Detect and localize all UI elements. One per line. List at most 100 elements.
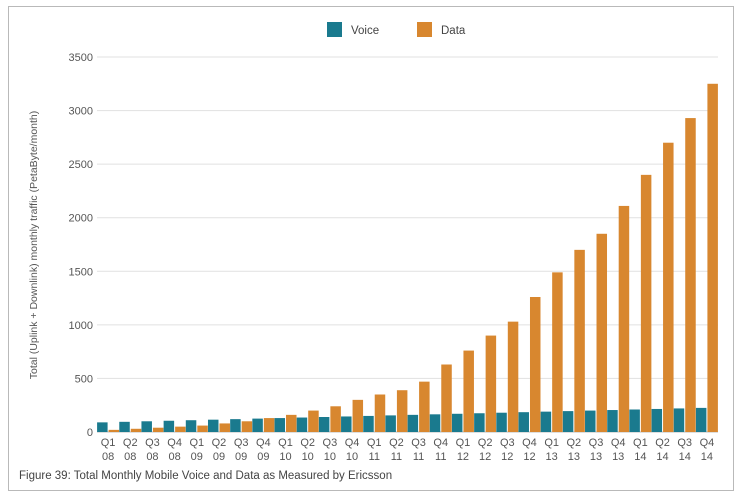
x-tick-year: 11 — [369, 451, 380, 463]
y-tick-label: 2500 — [69, 159, 93, 171]
x-tick-quarter: Q4 — [167, 437, 182, 449]
voice-bar — [562, 411, 574, 432]
data-bar — [263, 418, 275, 432]
voice-bar — [163, 420, 175, 432]
x-tick-quarter: Q2 — [655, 437, 670, 449]
data-bar — [618, 205, 630, 432]
x-tick-year: 08 — [102, 451, 114, 463]
x-tick-quarter: Q2 — [123, 437, 138, 449]
voice-bar — [518, 412, 529, 432]
voice-bar — [651, 408, 663, 432]
x-tick-quarter: Q1 — [278, 437, 293, 449]
voice-bar — [363, 415, 374, 432]
data-bar — [152, 427, 164, 432]
data-bar — [374, 394, 386, 432]
voice-bar — [451, 413, 463, 432]
y-tick-label: 0 — [87, 427, 93, 439]
voice-bar — [496, 412, 507, 432]
x-tick-year: 09 — [235, 451, 247, 463]
data-bar — [685, 118, 696, 433]
data-bar — [197, 425, 208, 432]
y-axis-label: Total (Uplink + Downlink) monthly traffi… — [28, 111, 40, 380]
y-tick-labels: 0 500 1000 1500 2000 2500 3000 3500 — [69, 52, 93, 439]
x-tick-quarter: Q1 — [367, 437, 382, 449]
x-tick-year: 10 — [346, 451, 358, 463]
voice-bar — [97, 422, 108, 432]
x-tick-year: 10 — [279, 451, 291, 463]
x-tick-year: 10 — [302, 451, 314, 463]
data-bar — [219, 423, 230, 432]
x-tick-year: 12 — [457, 451, 469, 463]
x-tick-quarter: Q1 — [544, 437, 559, 449]
voice-bar — [673, 408, 685, 432]
x-tick-quarter: Q2 — [478, 437, 493, 449]
data-legend-label: Data — [441, 25, 466, 37]
data-bar — [485, 335, 497, 432]
data-bar — [286, 414, 297, 432]
voice-bar — [185, 420, 197, 432]
x-tick-quarter: Q3 — [677, 437, 692, 449]
x-tick-quarter: Q4 — [522, 437, 537, 449]
x-tick-year: 13 — [546, 451, 558, 463]
voice-bar — [695, 407, 707, 432]
x-tick-quarter: Q1 — [633, 437, 648, 449]
voice-bar — [385, 415, 396, 432]
y-tick-label: 500 — [75, 373, 93, 385]
x-tick-year: 14 — [634, 451, 646, 463]
x-tick-year: 14 — [656, 451, 668, 463]
x-tick-quarter: Q3 — [411, 437, 426, 449]
data-bar — [552, 272, 563, 432]
voice-bar — [252, 418, 263, 432]
bars — [97, 83, 718, 433]
figure-frame — [8, 6, 734, 491]
x-tick-quarter: Q3 — [589, 437, 604, 449]
data-bar — [175, 426, 186, 432]
x-tick-quarter: Q4 — [700, 437, 715, 449]
x-tick-year: 09 — [191, 451, 203, 463]
x-tick-year: 09 — [257, 451, 269, 463]
data-bar — [130, 428, 142, 432]
x-tick-year: 12 — [501, 451, 513, 463]
x-tick-quarter: Q4 — [433, 437, 448, 449]
figure-caption: Figure 39: Total Monthly Mobile Voice an… — [19, 470, 393, 482]
y-tick-label: 3000 — [69, 106, 93, 118]
data-bar — [574, 249, 585, 432]
x-tick-year: 12 — [479, 451, 491, 463]
voice-legend-label: Voice — [351, 25, 379, 37]
x-tick-year: 13 — [612, 451, 624, 463]
x-tick-year: 13 — [590, 451, 602, 463]
x-tick-quarter: Q4 — [611, 437, 626, 449]
x-tick-year: 10 — [324, 451, 336, 463]
x-tick-quarter: Q2 — [212, 437, 227, 449]
x-tick-quarter: Q3 — [323, 437, 338, 449]
x-tick-quarter: Q3 — [145, 437, 160, 449]
x-tick-quarter: Q2 — [566, 437, 581, 449]
y-tick-label: 1500 — [69, 266, 93, 278]
data-bar — [507, 321, 519, 432]
voice-bar — [318, 417, 330, 432]
voice-bar — [607, 410, 618, 432]
voice-bar — [119, 421, 130, 432]
x-tick-year: 11 — [435, 451, 446, 463]
x-tick-year: 08 — [146, 451, 158, 463]
data-bar — [308, 410, 319, 432]
voice-bar — [407, 414, 419, 432]
voice-bar — [341, 416, 352, 432]
voice-bar — [274, 418, 286, 432]
y-tick-label: 1000 — [69, 320, 93, 332]
data-bar — [396, 390, 408, 432]
x-tick-quarter: Q1 — [101, 437, 116, 449]
data-legend-swatch — [417, 22, 432, 37]
voice-bar — [207, 419, 219, 432]
x-tick-year: 14 — [701, 451, 713, 463]
data-bar — [707, 83, 718, 433]
x-tick-quarter: Q4 — [256, 437, 271, 449]
data-bar — [640, 174, 652, 432]
voice-bar — [141, 421, 152, 432]
y-tick-label: 2000 — [69, 213, 93, 225]
x-tick-quarter: Q2 — [389, 437, 404, 449]
data-bar — [108, 429, 120, 432]
voice-legend-swatch — [327, 22, 342, 37]
legend: Voice Data — [327, 22, 466, 37]
